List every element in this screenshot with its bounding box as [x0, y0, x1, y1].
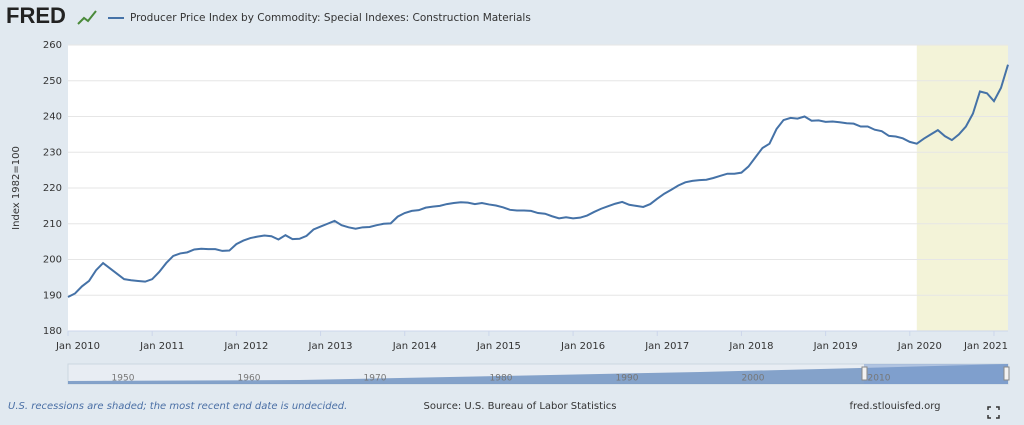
- x-tick-label: Jan 2014: [392, 341, 437, 352]
- source: Source: U.S. Bureau of Labor Statistics: [424, 401, 617, 412]
- y-tick-label: 230: [43, 147, 62, 158]
- x-tick-label: Jan 2015: [476, 341, 521, 352]
- x-tick-label: Jan 2010: [55, 341, 100, 352]
- x-tick-label: Jan 2012: [223, 341, 268, 352]
- navigator: 1950 1960 1970 1980 1990 2000 2010: [67, 363, 1010, 385]
- series-line: [67, 64, 1009, 298]
- navigator-label: 2000: [742, 374, 765, 384]
- logo: FRED: [6, 3, 66, 28]
- y-tick-label: 260: [43, 40, 62, 51]
- y-tick-label: 190: [43, 290, 62, 301]
- legend-label: Producer Price Index by Commodity: Speci…: [130, 12, 531, 24]
- x-tick-label: Jan 2016: [560, 341, 605, 352]
- site: fred.stlouisfed.org: [849, 401, 940, 412]
- y-tick-label: 250: [43, 76, 62, 87]
- y-tick-label: 200: [43, 255, 62, 266]
- x-tick-label: Jan 2013: [308, 341, 353, 352]
- y-tick-label: 220: [43, 183, 62, 194]
- navigator-label: 1970: [364, 374, 387, 384]
- navigator-label: 1960: [238, 374, 261, 384]
- x-tick-label: Jan 2019: [813, 341, 858, 352]
- logo-icon: [77, 10, 97, 25]
- recession-note: U.S. recessions are shaded; the most rec…: [8, 401, 347, 412]
- fullscreen-button[interactable]: [987, 406, 1000, 419]
- y-tick-label: 180: [43, 326, 62, 337]
- navigator-handle[interactable]: [1003, 366, 1010, 381]
- y-tick-label: 240: [43, 112, 62, 123]
- x-tick-label: Jan 2011: [139, 341, 184, 352]
- navigator-handle[interactable]: [861, 366, 868, 381]
- navigator-label: 1990: [616, 374, 639, 384]
- x-tick-label: Jan 2021: [963, 341, 1008, 352]
- navigator-label: 2010: [868, 374, 891, 384]
- x-tick-label: Jan 2018: [728, 341, 773, 352]
- navigator-label: 1950: [112, 374, 135, 384]
- x-tick-label: Jan 2020: [897, 341, 942, 352]
- navigator-series: [68, 364, 1008, 384]
- navigator-selection: [864, 364, 1008, 384]
- y-tick-label: 210: [43, 219, 62, 230]
- y-axis-label: Index 1982=100: [11, 146, 22, 230]
- navigator-label: 1980: [490, 374, 513, 384]
- x-tick-label: Jan 2017: [644, 341, 689, 352]
